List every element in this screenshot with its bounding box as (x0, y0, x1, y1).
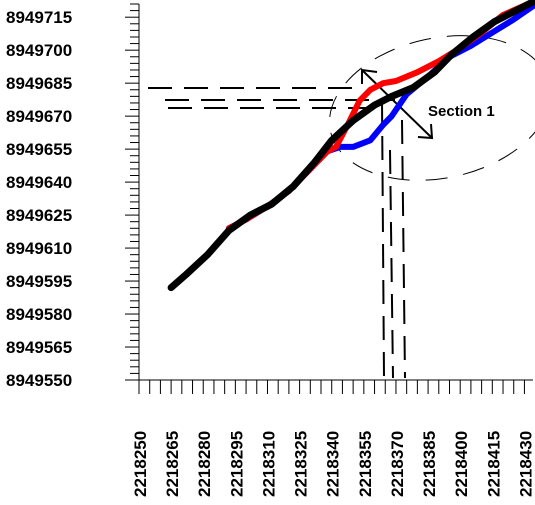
guide-line-vertical (381, 99, 385, 379)
y-tick-label: 8949610 (6, 239, 72, 258)
section-arrow-head-start (361, 68, 378, 84)
label-layer: Section 1 8949715 8949700 8949685 8949670 89… (6, 8, 535, 497)
annotation-layer (148, 35, 535, 379)
x-tick-label: 2218280 (195, 431, 214, 497)
y-tick-label: 8949595 (6, 272, 72, 291)
x-tick-label: 2218370 (388, 431, 407, 497)
y-tick-label: 8949700 (6, 41, 72, 60)
y-tick-label: 8949685 (6, 74, 72, 93)
x-tick-label: 2218250 (131, 431, 150, 497)
series-line-3 (167, 0, 535, 292)
y-tick-label: 8949715 (6, 8, 72, 27)
guide-line-vertical (389, 149, 394, 379)
section-ellipse (328, 35, 535, 181)
x-tick-label: 2218295 (227, 431, 246, 497)
y-tick-label: 8949580 (6, 305, 72, 324)
x-tick-label: 2218340 (324, 431, 343, 497)
y-tick-label: 8949565 (6, 338, 72, 357)
y-tick-label: 8949625 (6, 206, 72, 225)
section-arrow-head-end (417, 123, 434, 140)
section-1-label: Section 1 (428, 103, 495, 120)
y-tick-label: 8949640 (6, 173, 72, 192)
y-tick-label: 8949550 (6, 371, 72, 390)
x-tick-label: 2218385 (420, 431, 439, 497)
x-tick-label: 2218265 (163, 431, 182, 497)
x-tick-label: 2218325 (292, 431, 311, 497)
guide-line-vertical (401, 119, 406, 379)
x-tick-label: 2218355 (356, 431, 375, 497)
x-tick-label: 2218400 (452, 431, 471, 497)
y-tick-label: 8949670 (6, 107, 72, 126)
x-tick-label: 2218415 (484, 431, 503, 497)
x-tick-label: 2218310 (259, 431, 278, 497)
x-tick-label: 2218430 (516, 431, 535, 497)
y-tick-label: 8949655 (6, 140, 72, 159)
series-layer (167, 0, 535, 292)
axis-layer (125, 3, 533, 394)
